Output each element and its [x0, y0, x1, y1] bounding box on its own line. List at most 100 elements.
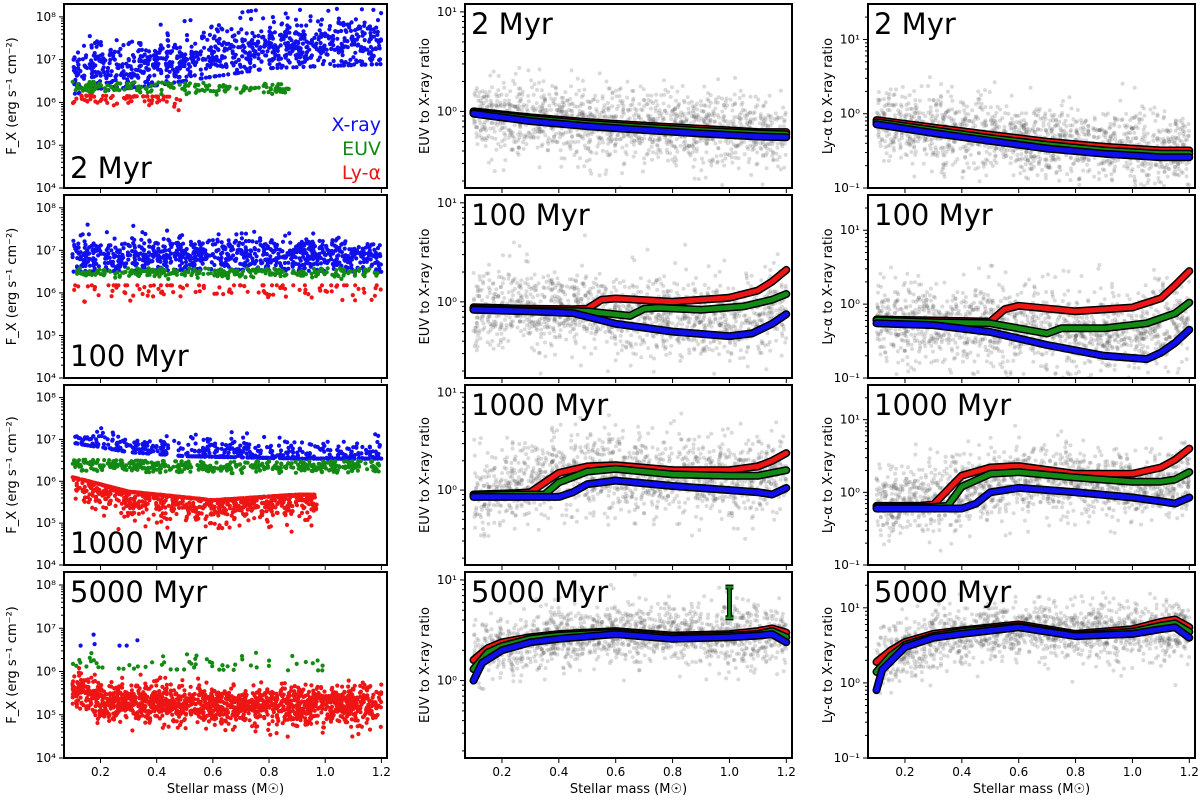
- data-point: [217, 73, 222, 78]
- data-point: [362, 31, 367, 36]
- data-point: [290, 653, 295, 659]
- data-point: [210, 664, 215, 669]
- data-point: [350, 734, 355, 739]
- data-point: [281, 493, 286, 498]
- data-point: [343, 466, 348, 471]
- data-point: [171, 267, 176, 272]
- data-point: [111, 87, 116, 92]
- data-point: [264, 461, 270, 466]
- data-point: [180, 453, 185, 459]
- data-point: [123, 437, 128, 442]
- data-point: [309, 523, 314, 528]
- data-point: [101, 463, 106, 468]
- data-point: [185, 57, 190, 62]
- data-point: [205, 37, 210, 42]
- data-point: [236, 243, 241, 248]
- data-point: [264, 509, 269, 514]
- data-point: [335, 29, 341, 34]
- data-point: [359, 7, 364, 12]
- data-point: [80, 264, 86, 269]
- data-point: [164, 516, 169, 522]
- data-point: [102, 458, 107, 463]
- data-point: [193, 289, 198, 295]
- data-point: [228, 460, 233, 465]
- data-point: [132, 257, 138, 262]
- data-point: [178, 501, 183, 506]
- series-euv-points: [74, 266, 380, 282]
- data-point: [186, 442, 191, 447]
- data-point: [186, 253, 191, 258]
- data-point: [234, 38, 239, 44]
- data-point: [274, 283, 279, 288]
- data-point: [268, 87, 273, 92]
- data-point: [85, 248, 90, 253]
- data-point: [295, 40, 301, 45]
- data-point: [317, 251, 322, 257]
- data-point: [303, 659, 308, 665]
- data-point: [354, 444, 359, 449]
- data-point: [206, 266, 211, 271]
- data-point: [172, 438, 177, 443]
- data-point: [256, 266, 261, 271]
- data-point: [142, 241, 147, 246]
- data-point: [177, 64, 182, 69]
- data-point: [193, 41, 198, 46]
- data-point: [286, 461, 291, 466]
- data-point: [161, 56, 166, 61]
- data-point: [319, 283, 325, 288]
- data-point: [154, 520, 159, 525]
- data-point: [155, 449, 160, 454]
- data-point: [300, 449, 305, 455]
- data-point: [198, 243, 204, 248]
- data-point: [326, 34, 332, 40]
- data-point: [173, 459, 179, 464]
- data-point: [342, 241, 347, 246]
- data-point: [276, 267, 282, 272]
- data-point: [249, 501, 254, 506]
- data-point: [210, 238, 215, 243]
- data-point: [192, 505, 197, 510]
- data-point: [168, 256, 173, 261]
- data-point: [84, 83, 89, 88]
- data-point: [100, 665, 105, 670]
- data-point: [317, 446, 322, 452]
- data-point: [275, 65, 280, 70]
- data-point: [293, 17, 299, 22]
- data-point: [87, 263, 93, 268]
- data-point: [102, 260, 107, 266]
- data-point: [98, 58, 103, 64]
- data-point: [273, 45, 278, 50]
- age-label: 2 Myr: [70, 151, 152, 185]
- data-point: [90, 457, 96, 463]
- data-point: [356, 251, 361, 256]
- data-point: [294, 65, 299, 70]
- data-point: [231, 253, 236, 258]
- data-point: [216, 23, 221, 28]
- data-point: [297, 446, 303, 451]
- data-point: [212, 49, 217, 55]
- data-point: [250, 267, 255, 273]
- data-point: [303, 287, 308, 292]
- data-point: [318, 40, 323, 46]
- data-point: [210, 252, 215, 257]
- data-point: [183, 256, 188, 261]
- data-point: [270, 453, 275, 458]
- y-tick-label: 10⁶: [36, 95, 56, 109]
- data-point: [296, 59, 301, 64]
- data-point: [78, 660, 83, 665]
- data-point: [177, 60, 182, 66]
- data-point: [333, 459, 338, 464]
- data-point: [332, 63, 337, 68]
- data-point: [198, 67, 203, 72]
- data-point: [232, 504, 237, 509]
- data-point: [273, 263, 278, 268]
- data-point: [283, 254, 289, 259]
- data-point: [319, 31, 324, 36]
- data-point: [113, 74, 118, 79]
- data-point: [127, 663, 132, 668]
- data-point: [363, 47, 368, 52]
- y-tick-label: 10⁵: [36, 138, 56, 152]
- data-point: [87, 79, 92, 85]
- data-point: [159, 519, 164, 524]
